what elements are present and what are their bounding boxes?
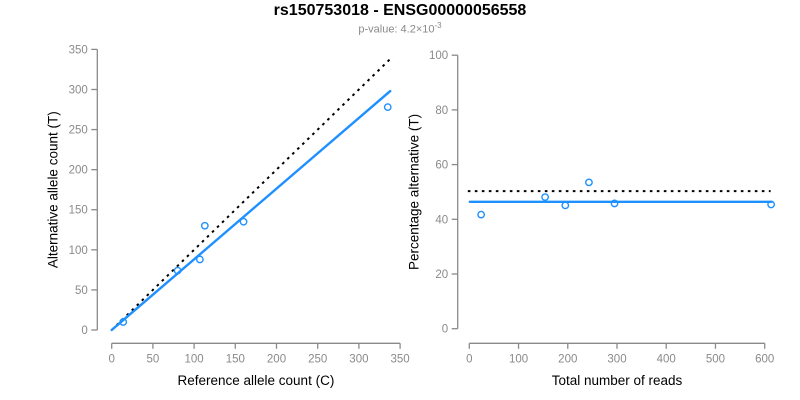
- y-tick-label: 100: [429, 50, 448, 62]
- y-tick-label: 0: [442, 324, 448, 336]
- x-tick-label: 350: [391, 353, 410, 365]
- x-tick-label: 400: [657, 353, 676, 365]
- data-point: [119, 318, 128, 326]
- p-value-base: p-value: 4.2×10: [358, 23, 435, 36]
- x-tick-label: 100: [185, 353, 204, 365]
- data-point: [239, 217, 248, 226]
- data-point: [477, 210, 486, 219]
- x-tick-label: 200: [267, 353, 286, 365]
- data-point: [383, 103, 392, 112]
- x-tick-label: 600: [755, 353, 774, 365]
- y-tick-label: 100: [69, 245, 88, 257]
- chart-title: rs150753018 - ENSG00000056558: [273, 2, 527, 19]
- x-tick-label: 0: [108, 353, 114, 365]
- x-axis-title: Reference allele count (C): [177, 373, 334, 388]
- x-tick-label: 250: [308, 353, 327, 365]
- x-tick-label: 100: [509, 353, 528, 365]
- data-point: [195, 255, 204, 264]
- y-tick-label: 40: [435, 214, 448, 226]
- data-point: [561, 201, 570, 210]
- p-value-exponent: -3: [434, 21, 442, 30]
- y-tick-label: 350: [69, 44, 88, 56]
- left-panel: 0 50 100 150 200 250 300 350 0 50 100 150 200 250 300 3…: [45, 44, 409, 387]
- y-axis-title: Alternative allele count (T): [45, 111, 60, 268]
- y-tick-label: 300: [69, 84, 88, 96]
- y-tick-label: 60: [435, 160, 448, 172]
- x-tick-label: 200: [558, 353, 577, 365]
- data-point: [767, 200, 776, 209]
- data-point: [610, 199, 619, 208]
- right-panel: 0 100 200 300 400 500 600 0 20 40 60 80 100 Total num…: [407, 50, 776, 388]
- y-tick-label: 200: [69, 165, 88, 177]
- data-point: [173, 266, 182, 275]
- fit-line: [110, 89, 392, 332]
- y-axis-title: Percentage alternative (T): [407, 114, 422, 270]
- y-tick-label: 0: [81, 325, 87, 337]
- data-point: [585, 178, 593, 187]
- data-point: [541, 193, 550, 202]
- y-tick-label: 80: [435, 105, 448, 117]
- x-tick-label: 0: [466, 353, 472, 365]
- y-tick-label: 50: [75, 285, 88, 297]
- identity-line: [111, 55, 394, 331]
- x-axis-title: Total number of reads: [552, 373, 683, 388]
- y-tick-label: 20: [435, 269, 448, 281]
- x-tick-label: 300: [349, 353, 368, 365]
- x-tick-label: 150: [226, 353, 245, 365]
- x-tick-label: 300: [607, 353, 626, 365]
- data-point: [200, 221, 209, 230]
- x-tick-label: 500: [706, 353, 725, 365]
- p-value-label: p-value: 4.2×10-3: [0, 21, 800, 36]
- x-tick-label: 50: [147, 353, 160, 365]
- y-tick-label: 150: [69, 205, 88, 217]
- y-tick-label: 250: [69, 125, 88, 137]
